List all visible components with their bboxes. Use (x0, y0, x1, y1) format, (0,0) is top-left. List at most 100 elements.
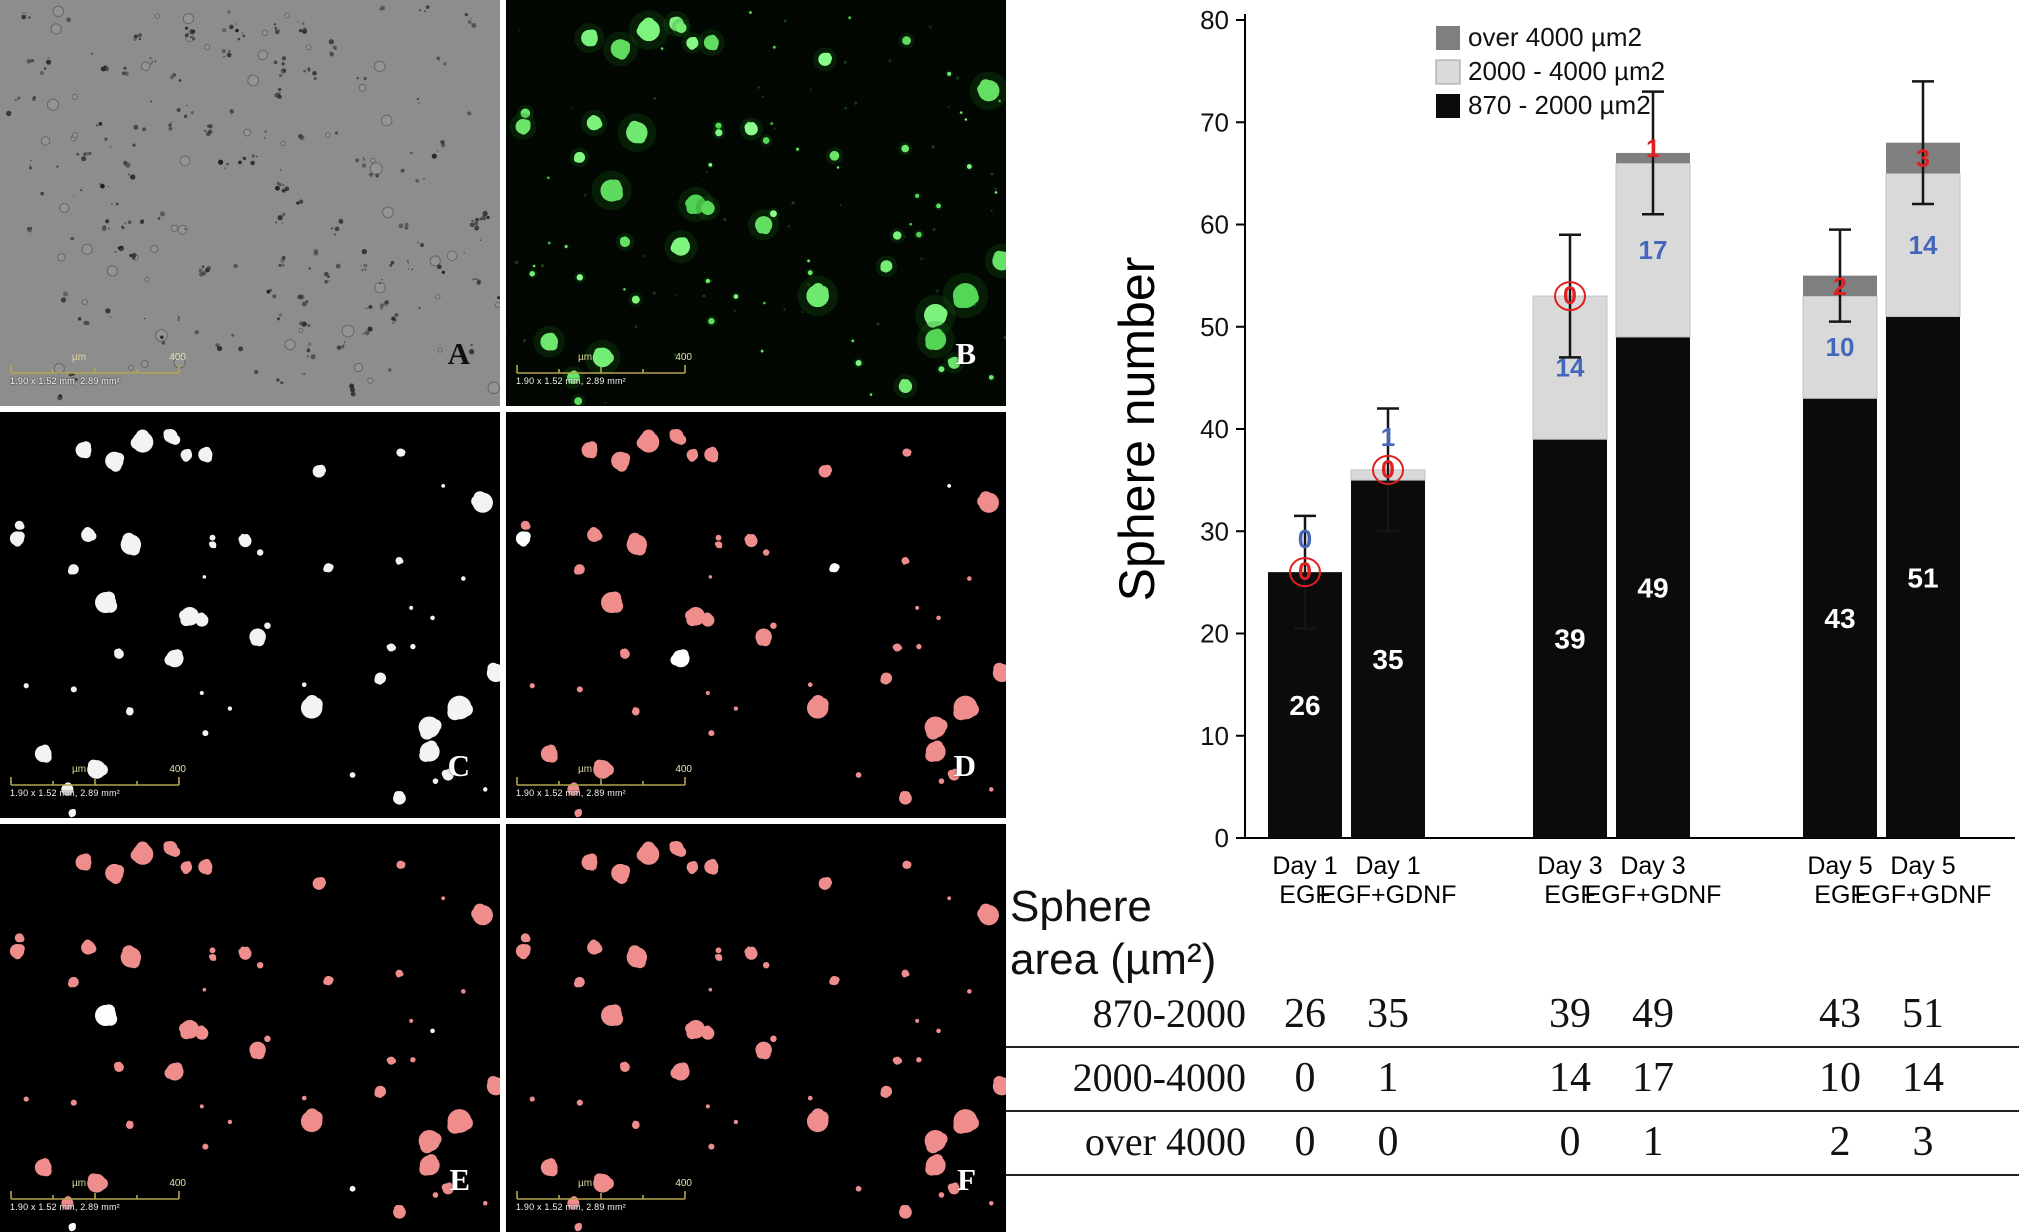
zero-circle-annotation (1289, 557, 1321, 588)
bar-segment (1803, 398, 1877, 838)
x-axis-label: Day 5 (1890, 852, 1955, 880)
panel-letter: D (953, 748, 976, 783)
scale-caption: 1.90 x 1.52 mm, 2.89 mm² (516, 788, 626, 798)
scale-bar: µm 400 1.90 x 1.52 mm, 2.89 mm² (516, 764, 694, 798)
table-cell: 0 (1559, 1119, 1581, 1165)
bar-segment (1351, 480, 1425, 838)
table-cell: 17 (1632, 1055, 1674, 1101)
table-cell: 0 (1294, 1055, 1316, 1101)
legend-label: 870 - 2000 µm2 (1468, 90, 1651, 120)
scale-caption: 1.90 x 1.52 mm, 2.89 mm² (10, 1202, 120, 1212)
table-cell: 3 (1912, 1119, 1934, 1165)
micrograph-grid: µm 400 1.90 x 1.52 mm, 2.89 mm² A µm 400 (0, 0, 1006, 1232)
scale-unit-label: µm (578, 764, 593, 775)
x-axis-label: EGF+GDNF (1585, 881, 1722, 909)
table-cell: 2 (1829, 1119, 1851, 1165)
legend-swatch (1435, 59, 1461, 85)
scale-bar: µm 400 1.90 x 1.52 mm, 2.89 mm² (10, 764, 188, 798)
panel-letter: A (447, 336, 470, 371)
scale-length-label: 400 (169, 764, 186, 775)
bar-value-label: 10 (1826, 332, 1855, 362)
table-cell: 35 (1367, 991, 1409, 1037)
scale-caption: 1.90 x 1.52 mm, 2.89 mm² (10, 788, 120, 798)
scale-unit-label: µm (578, 352, 593, 363)
x-axis-label: EGF (1544, 881, 1595, 909)
bar-value-label: 0 (1298, 524, 1312, 554)
scale-bar: µm 400 1.90 x 1.52 mm, 2.89 mm² (10, 352, 188, 386)
table-divider (1006, 1174, 2019, 1176)
scale-bar: µm 400 1.90 x 1.52 mm, 2.89 mm² (516, 1178, 694, 1212)
scale-unit-label: µm (72, 764, 87, 775)
y-tick-label: 20 (1200, 619, 1229, 649)
y-axis-title: Sphere number (1109, 257, 1165, 602)
micrograph-panel-b: µm 400 1.90 x 1.52 mm, 2.89 mm² B (506, 0, 1006, 406)
x-axis-label: EGF+GDNF (1855, 881, 1992, 909)
legend-label: 2000 - 4000 µm2 (1468, 56, 1665, 86)
bar-value-label: 17 (1639, 235, 1668, 265)
y-tick-label: 40 (1200, 414, 1229, 444)
y-tick-label: 70 (1200, 107, 1229, 137)
x-axis-label: Day 3 (1537, 852, 1602, 880)
table-cell: 0 (1294, 1119, 1316, 1165)
micrograph-panel-f: µm 400 1.90 x 1.52 mm, 2.89 mm² F (506, 824, 1006, 1232)
sphere-area-table: Sphere area (µm²) 870-2000 26 35 39 49 43 51 20… (1006, 878, 2023, 1232)
bar-value-label: 0 (1563, 282, 1577, 310)
table-cell: 14 (1549, 1055, 1591, 1101)
bar-value-label: 35 (1372, 644, 1403, 675)
scale-ruler-icon (10, 777, 180, 786)
y-tick-label: 80 (1200, 5, 1229, 35)
scale-bar: µm 400 1.90 x 1.52 mm, 2.89 mm² (516, 352, 694, 386)
bar-value-label: 1 (1381, 422, 1395, 452)
zero-circle-annotation (1554, 281, 1586, 312)
classified-mask-image (0, 824, 500, 1232)
panel-letter: F (957, 1162, 976, 1197)
panel-letter: C (447, 748, 470, 783)
table-row-label: 870-2000 (1092, 991, 1246, 1036)
scale-length-label: 400 (169, 352, 186, 363)
table-cell: 39 (1549, 991, 1591, 1037)
bar-value-label: 3 (1916, 145, 1930, 173)
scale-length-label: 400 (675, 1178, 692, 1189)
legend-swatch (1436, 26, 1460, 50)
scale-unit-label: µm (578, 1178, 593, 1189)
fluorescence-image (506, 0, 1006, 406)
table-row-label: over 4000 (1084, 1119, 1246, 1164)
y-tick-label: 50 (1200, 312, 1229, 342)
micrograph-panel-c: µm 400 1.90 x 1.52 mm, 2.89 mm² C (0, 412, 500, 818)
threshold-mask-image (0, 412, 500, 818)
scale-ruler-icon (516, 365, 686, 374)
panel-letter: E (449, 1162, 470, 1197)
scale-caption: 1.90 x 1.52 mm, 2.89 mm² (516, 1202, 626, 1212)
bar-value-label: 1 (1646, 135, 1660, 163)
bar-value-label: 26 (1289, 690, 1320, 721)
scale-caption: 1.90 x 1.52 mm, 2.89 mm² (516, 376, 626, 386)
micrograph-panel-e: µm 400 1.90 x 1.52 mm, 2.89 mm² E (0, 824, 500, 1232)
table-cell: 0 (1377, 1119, 1399, 1165)
y-tick-label: 10 (1200, 721, 1229, 751)
bar-segment (1533, 439, 1607, 838)
bar-value-label: 0 (1381, 456, 1395, 484)
classified-mask-image (506, 412, 1006, 818)
table-cell: 49 (1632, 991, 1674, 1037)
scale-caption: 1.90 x 1.52 mm, 2.89 mm² (10, 376, 120, 386)
scale-ruler-icon (516, 1191, 686, 1200)
table-cell: 43 (1819, 991, 1861, 1037)
bar-value-label: 2 (1833, 273, 1847, 301)
scale-ruler-icon (10, 365, 180, 374)
legend-swatch (1436, 94, 1460, 118)
micrograph-panel-d: µm 400 1.90 x 1.52 mm, 2.89 mm² D (506, 412, 1006, 818)
table-cell: 51 (1902, 991, 1944, 1037)
micrograph-panel-a: µm 400 1.90 x 1.52 mm, 2.89 mm² A (0, 0, 500, 406)
y-tick-label: 30 (1200, 516, 1229, 546)
table-divider (1006, 1046, 2019, 1048)
bar-value-label: 0 (1298, 558, 1312, 586)
table-title: Sphere area (µm²) (1010, 880, 1216, 986)
scale-bar: µm 400 1.90 x 1.52 mm, 2.89 mm² (10, 1178, 188, 1212)
scale-ruler-icon (10, 1191, 180, 1200)
classified-mask-image (506, 824, 1006, 1232)
scale-length-label: 400 (675, 352, 692, 363)
bar-value-label: 14 (1556, 353, 1585, 383)
panel-letter: B (955, 336, 976, 371)
bar-segment (1616, 336, 1690, 838)
x-axis-label: Day 1 (1355, 852, 1420, 880)
